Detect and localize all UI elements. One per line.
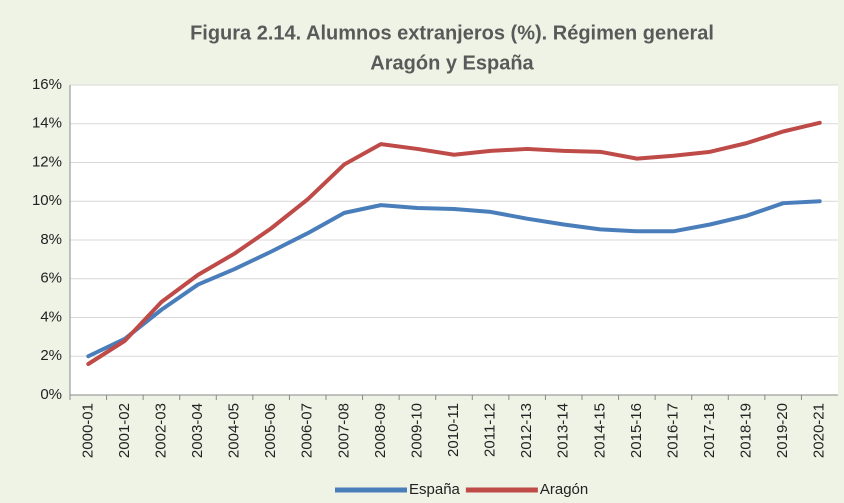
y-tick-label: 4%: [40, 308, 62, 325]
x-tick-label: 2019-20: [774, 403, 791, 458]
x-tick-label: 2012-13: [518, 403, 535, 458]
x-tick-label: 2003-04: [189, 403, 206, 458]
y-tick-label: 8%: [40, 231, 62, 248]
x-tick-label: 2000-01: [79, 403, 96, 458]
y-tick-label: 14%: [32, 115, 62, 132]
y-tick-label: 12%: [32, 153, 62, 170]
x-tick-label: 2011-12: [482, 403, 499, 457]
x-tick-label: 2013-14: [555, 403, 572, 458]
x-tick-label: 2009-10: [408, 403, 425, 458]
series-line: [86, 120, 822, 366]
x-tick-label: 2006-07: [299, 403, 316, 458]
series-line: [86, 199, 822, 359]
x-tick-label: 2010-11: [445, 403, 462, 457]
legend-label: España: [409, 481, 461, 498]
y-tick-label: 2%: [40, 347, 62, 364]
x-tick-label: 2016-17: [664, 403, 681, 458]
y-tick-label: 10%: [32, 192, 62, 209]
x-tick-label: 2007-08: [335, 403, 352, 458]
x-tick-label: 2001-02: [116, 403, 133, 458]
x-tick-label: 2014-15: [591, 403, 608, 458]
x-tick-label: 2005-06: [262, 403, 279, 458]
x-tick-label: 2008-09: [372, 403, 389, 458]
x-tick-label: 2015-16: [628, 403, 645, 458]
x-tick-label: 2004-05: [226, 403, 243, 458]
x-tick-label: 2020-21: [811, 403, 828, 458]
y-tick-label: 16%: [32, 76, 62, 93]
x-tick-label: 2002-03: [152, 403, 169, 458]
chart-subtitle: Aragón y España: [370, 52, 534, 74]
y-tick-label: 0%: [40, 386, 62, 403]
chart-title: Figura 2.14. Alumnos extranjeros (%). Ré…: [190, 22, 714, 44]
legend-label: Aragón: [540, 481, 588, 498]
x-tick-label: 2018-19: [738, 403, 755, 458]
x-tick-label: 2017-18: [701, 403, 718, 458]
y-tick-label: 6%: [40, 270, 62, 287]
